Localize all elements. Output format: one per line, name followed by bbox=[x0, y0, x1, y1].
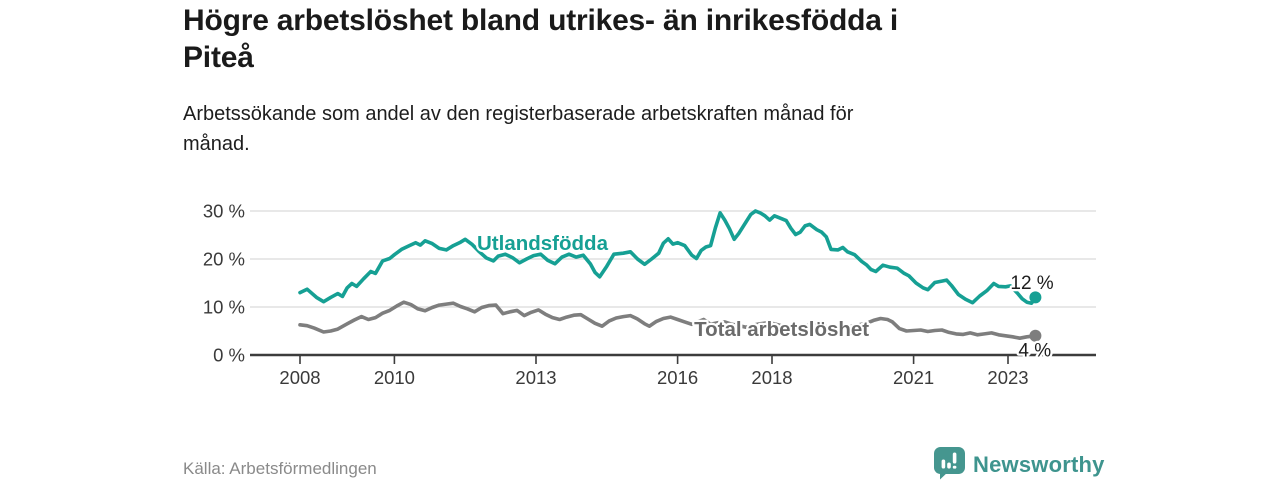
x-tick-label: 2013 bbox=[515, 367, 556, 388]
page-title-line2: Piteå bbox=[183, 41, 254, 74]
newsworthy-bubble-barchart-icon bbox=[934, 447, 965, 480]
subtitle-line2: månad. bbox=[183, 133, 250, 155]
x-tick-label: 2021 bbox=[893, 367, 934, 388]
y-tick-label: 20 % bbox=[203, 249, 245, 270]
x-tick-label: 2010 bbox=[374, 367, 415, 388]
end-dot-total-arbetsloshet bbox=[1029, 329, 1042, 342]
end-dot-utlandsfodda bbox=[1029, 291, 1042, 304]
annotation: Utlandsfödda bbox=[477, 232, 609, 255]
newsworthy-logo: Newsworthy bbox=[933, 446, 1104, 480]
y-tick-label: 10 % bbox=[203, 297, 245, 318]
newsworthy-wordmark: Newsworthy bbox=[973, 452, 1105, 477]
source-note: Källa: Arbetsförmedlingen bbox=[183, 459, 377, 478]
series-line-utlandsfodda bbox=[298, 209, 1038, 306]
x-tick-label: 2016 bbox=[657, 367, 698, 388]
x-tick-label: 2008 bbox=[279, 367, 320, 388]
subtitle-line1: Arbetssökande som andel av den registerb… bbox=[183, 103, 854, 125]
page-title-line1: Högre arbetslöshet bland utrikes- än inr… bbox=[183, 4, 898, 37]
subtitle: Arbetssökande som andel av den registerb… bbox=[183, 99, 1063, 159]
x-tick-label: 2018 bbox=[751, 367, 792, 388]
x-tick-label: 2023 bbox=[987, 367, 1028, 388]
y-tick-label: 30 % bbox=[203, 201, 245, 222]
y-tick-label: 0 % bbox=[213, 345, 245, 366]
annotation: 4 % bbox=[1018, 340, 1051, 361]
annotation: Total arbetslöshet bbox=[694, 318, 869, 341]
page-title: Högre arbetslöshet bland utrikes- än inr… bbox=[183, 2, 1103, 76]
annotation: 12 % bbox=[1010, 273, 1053, 294]
series-line-total-arbetsloshet bbox=[298, 300, 1038, 341]
